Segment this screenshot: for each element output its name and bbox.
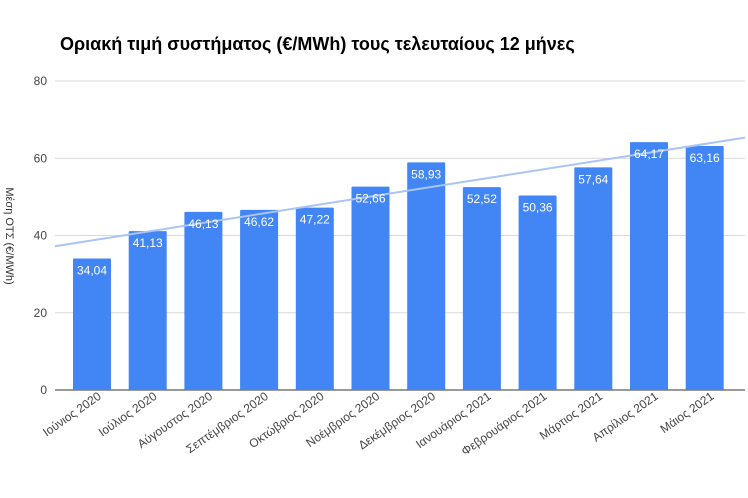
bar	[128, 231, 167, 390]
x-tick-label: Ιούνιος 2020	[40, 389, 104, 439]
y-tick-label: 20	[34, 306, 48, 320]
bar	[73, 258, 111, 390]
bar-value-label: 63,16	[690, 151, 720, 165]
bar-value-label: 50,36	[523, 200, 553, 214]
bar-value-label: 52,66	[355, 192, 385, 206]
bar	[462, 187, 501, 390]
x-tick-label: Μάιος 2021	[658, 389, 717, 436]
bar	[184, 211, 223, 390]
y-tick-label: 60	[34, 151, 48, 165]
bar-value-label: 46,62	[244, 215, 274, 229]
bar	[685, 146, 724, 390]
y-tick-label: 40	[34, 229, 48, 243]
bar-value-label: 57,64	[578, 172, 608, 186]
bar	[351, 186, 390, 390]
bar	[407, 162, 446, 390]
bar-value-label: 58,93	[411, 167, 441, 181]
bar	[240, 209, 279, 390]
bars	[73, 142, 724, 390]
bar	[630, 142, 668, 390]
bar-value-label: 34,04	[77, 264, 107, 278]
y-tick-label: 80	[34, 74, 48, 88]
bar	[574, 167, 613, 390]
trendline	[54, 136, 746, 248]
bar-value-labels: 34,04 41,13 46,13 46,62 47,22 52,66 58,93 52,52…	[77, 147, 720, 277]
bar-value-label: 47,22	[300, 213, 330, 227]
bar-value-label: 64,17	[634, 147, 664, 161]
y-axis-title: Μέση ΟΤΣ (€/MWh)	[3, 187, 15, 284]
bar-value-label: 41,13	[133, 236, 163, 250]
bar-value-label: 52,52	[467, 192, 497, 206]
trendline-group	[54, 136, 746, 248]
chart-title: Οριακή τιμή συστήματος (€/MWh) τους τελε…	[60, 34, 575, 54]
bar-value-label: 46,13	[188, 217, 218, 231]
bar	[518, 195, 557, 390]
y-axis-ticks: 0 20 40 60 80	[34, 74, 48, 397]
y-tick-label: 0	[40, 383, 47, 397]
bar	[295, 207, 334, 390]
